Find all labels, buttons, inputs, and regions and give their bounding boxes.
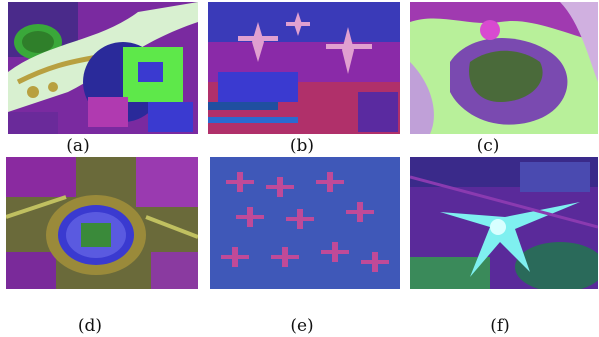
panel-f-caption: (f) — [490, 316, 510, 336]
aerial-airport-apron-icon — [208, 2, 400, 134]
aerial-stadium-icon — [6, 157, 198, 289]
panel-b-image — [208, 2, 400, 134]
aerial-park-icon — [8, 2, 198, 134]
panel-f-image — [410, 157, 598, 289]
aerial-parked-airplanes-icon — [210, 157, 400, 289]
panel-a-caption: (a) — [66, 136, 90, 156]
aerial-coastline-icon — [410, 2, 598, 134]
aerial-star-shaped-terminal-icon — [410, 157, 598, 289]
panel-c-image — [410, 2, 598, 134]
panel-a-image — [8, 2, 198, 134]
panel-d-caption: (d) — [77, 316, 103, 336]
panel-b-caption: (b) — [289, 136, 315, 156]
panel-d-image — [6, 157, 198, 289]
panel-c-caption: (c) — [476, 136, 500, 156]
panel-e-caption: (e) — [290, 316, 314, 336]
panel-e-image — [210, 157, 400, 289]
